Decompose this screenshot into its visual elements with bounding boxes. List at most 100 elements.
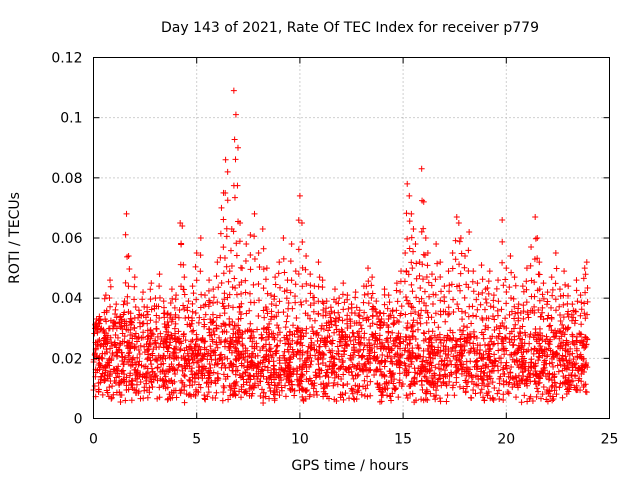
data-point	[584, 335, 591, 342]
data-point	[422, 235, 429, 241]
data-point	[173, 394, 180, 401]
data-point	[249, 359, 256, 366]
data-point	[247, 376, 254, 383]
data-point	[310, 385, 317, 392]
data-point	[498, 359, 505, 366]
data-point	[463, 379, 470, 386]
data-point	[268, 300, 275, 307]
data-point	[500, 397, 507, 404]
data-point	[570, 314, 577, 321]
data-point	[315, 311, 322, 318]
data-point	[556, 355, 563, 362]
data-point	[406, 383, 413, 390]
y-tick-labels: 00.020.040.060.080.10.12	[51, 51, 82, 428]
data-point	[381, 371, 388, 378]
data-point	[288, 277, 295, 284]
data-point	[453, 213, 460, 220]
data-point	[507, 374, 514, 381]
data-point	[561, 268, 568, 275]
data-point	[303, 253, 310, 260]
data-point	[203, 346, 210, 353]
data-point	[197, 252, 204, 259]
data-point	[390, 340, 397, 347]
data-point	[141, 387, 148, 394]
data-point	[449, 344, 456, 351]
data-point	[526, 395, 533, 402]
data-point	[319, 284, 326, 291]
data-point	[229, 391, 236, 398]
data-point	[123, 326, 130, 333]
data-point	[424, 378, 431, 385]
data-point	[342, 390, 349, 397]
data-point	[303, 330, 310, 337]
data-point	[403, 372, 410, 379]
data-point	[251, 255, 258, 262]
data-point	[405, 349, 412, 356]
data-point	[232, 111, 239, 118]
data-point	[319, 298, 326, 305]
data-point	[228, 383, 235, 390]
data-point	[249, 383, 256, 390]
data-point	[539, 391, 546, 398]
data-point	[161, 352, 168, 359]
data-point	[311, 317, 318, 324]
data-point	[101, 295, 108, 302]
data-point	[562, 281, 569, 288]
data-point	[552, 307, 559, 314]
data-point	[213, 314, 220, 321]
data-point	[148, 361, 155, 368]
data-point	[531, 303, 538, 310]
data-point	[525, 314, 532, 321]
data-point	[403, 297, 410, 304]
data-point	[552, 327, 559, 334]
data-point	[335, 309, 342, 316]
data-point	[189, 328, 196, 335]
data-point	[532, 360, 539, 367]
data-point	[216, 334, 223, 341]
data-point	[168, 332, 175, 339]
data-point	[519, 283, 526, 290]
data-point	[427, 359, 434, 366]
data-point	[123, 374, 130, 381]
data-point	[230, 367, 237, 374]
data-point	[254, 360, 261, 367]
data-point	[537, 313, 544, 320]
data-point	[239, 373, 246, 380]
data-point	[226, 340, 233, 347]
data-point	[250, 281, 257, 288]
data-point	[320, 380, 327, 387]
data-point	[580, 383, 587, 390]
data-point	[480, 394, 487, 401]
data-point	[532, 381, 539, 388]
data-point	[273, 302, 280, 309]
data-point	[579, 342, 586, 349]
data-point	[408, 361, 415, 368]
data-point	[486, 268, 493, 275]
data-point	[384, 335, 391, 342]
data-point	[167, 395, 174, 402]
data-point	[360, 283, 367, 290]
data-point	[578, 371, 585, 378]
y-tick-label: 0.04	[51, 291, 82, 307]
data-point	[115, 380, 122, 387]
data-point	[171, 325, 178, 332]
data-point	[246, 290, 253, 297]
data-point	[485, 380, 492, 387]
data-point	[404, 355, 411, 362]
data-point	[335, 347, 342, 354]
data-point	[520, 355, 527, 362]
data-point	[498, 306, 505, 313]
data-point	[580, 275, 587, 282]
data-point	[552, 280, 559, 287]
data-point	[124, 253, 131, 260]
data-point	[217, 339, 224, 346]
data-point	[403, 334, 410, 341]
data-point	[422, 389, 429, 396]
data-point	[582, 271, 589, 278]
data-point	[416, 272, 423, 279]
data-point	[406, 245, 413, 252]
data-point	[491, 351, 498, 358]
data-point	[225, 396, 232, 403]
data-point	[171, 334, 178, 341]
data-point	[458, 250, 465, 257]
